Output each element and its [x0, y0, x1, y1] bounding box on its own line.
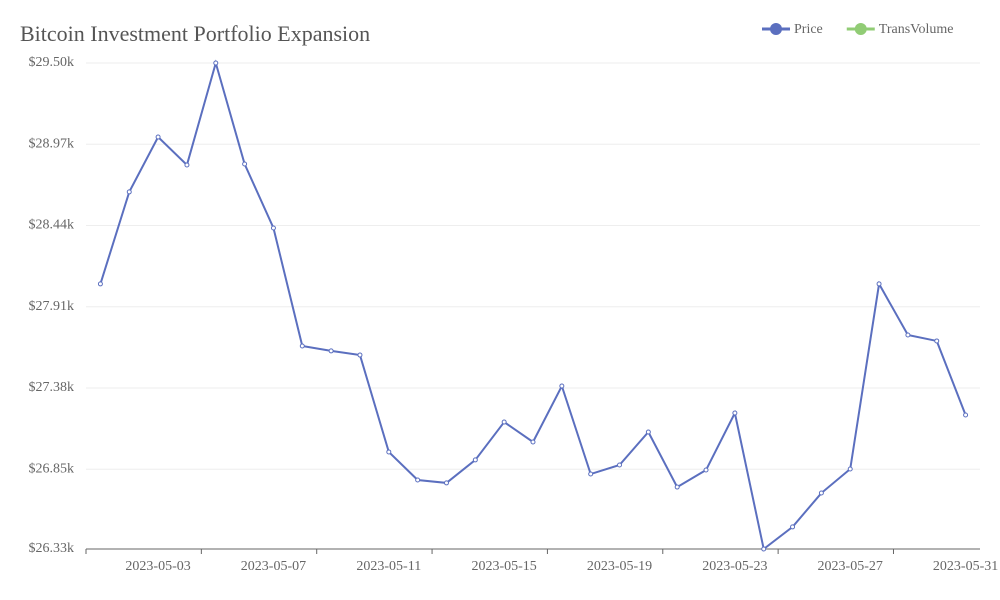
y-tick-label: $26.33k [29, 541, 75, 556]
x-tick-label: 2023-05-03 [125, 559, 190, 574]
data-point [934, 338, 940, 344]
x-tick-label: 2023-05-31 [933, 559, 998, 574]
y-tick-label: $26.85k [29, 461, 75, 476]
data-point [761, 546, 767, 552]
y-tick-label: $27.38k [29, 380, 75, 395]
data-point [213, 60, 219, 66]
data-point [270, 225, 276, 231]
y-tick-label: $28.44k [29, 218, 75, 233]
data-point [703, 467, 709, 473]
data-point [559, 383, 565, 389]
x-tick-label: 2023-05-19 [587, 559, 652, 574]
data-point [97, 281, 103, 287]
data-point [674, 484, 680, 490]
legend-label: Price [794, 22, 823, 37]
data-point [963, 412, 969, 418]
data-point [790, 524, 796, 530]
x-tick-label: 2023-05-07 [241, 559, 306, 574]
data-point [415, 477, 421, 483]
legend-marker [854, 23, 867, 35]
data-point [443, 480, 449, 486]
data-point [847, 466, 853, 472]
data-point [242, 161, 248, 167]
y-tick-label: $29.50k [29, 55, 75, 70]
x-tick-label: 2023-05-27 [818, 559, 883, 574]
legend-marker [770, 23, 782, 35]
data-point [617, 462, 623, 468]
chart-title: Bitcoin Investment Portfolio Expansion [20, 21, 370, 46]
data-point [299, 343, 305, 349]
data-point [328, 348, 334, 354]
data-point [732, 410, 738, 416]
data-point [155, 134, 161, 140]
y-tick-label: $28.97k [29, 136, 75, 151]
data-point [126, 189, 132, 195]
data-point [876, 281, 882, 287]
x-tick-label: 2023-05-11 [356, 559, 421, 574]
data-point [645, 429, 651, 435]
data-point [472, 457, 478, 463]
data-point [818, 490, 824, 496]
data-point [588, 471, 594, 477]
data-point [905, 332, 911, 338]
data-point [501, 419, 507, 425]
data-point [184, 162, 190, 168]
series-line [99, 59, 967, 551]
legend-label: TransVolume [879, 22, 954, 37]
data-point [357, 352, 363, 358]
data-point [530, 439, 536, 445]
x-tick-label: 2023-05-15 [471, 559, 536, 574]
data-point [386, 449, 392, 455]
x-tick-label: 2023-05-23 [702, 559, 767, 574]
y-tick-label: $27.91k [29, 299, 75, 314]
